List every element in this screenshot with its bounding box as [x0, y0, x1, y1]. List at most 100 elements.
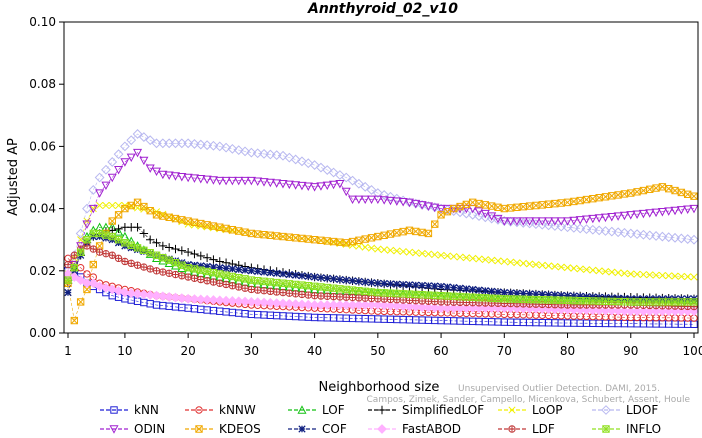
- data-point: [114, 166, 124, 175]
- data-point: [632, 210, 642, 219]
- data-point: [195, 294, 206, 305]
- data-point: [367, 244, 376, 252]
- y-axis-label: Adjusted AP: [6, 138, 21, 216]
- data-point: [279, 279, 287, 287]
- data-point: [380, 231, 388, 240]
- data-point: [570, 292, 578, 300]
- data-point: [436, 303, 446, 314]
- data-point: [171, 244, 180, 254]
- data-point: [209, 263, 218, 271]
- data-point: [208, 176, 218, 185]
- data-point: [240, 176, 250, 186]
- data-point: [355, 277, 363, 286]
- data-point: [139, 156, 149, 166]
- data-point: [581, 305, 592, 316]
- data-point: [494, 294, 502, 303]
- data-point: [431, 291, 439, 300]
- data-point: [253, 277, 262, 285]
- axes-layer: 0.00 0.02 0.04 0.06 0.08 0.10 1 10 20 30 40 50 60 70 8…: [29, 15, 702, 358]
- data-point: [563, 292, 572, 300]
- data-point: [526, 260, 534, 268]
- data-point: [532, 201, 540, 210]
- series-odin: [63, 148, 699, 282]
- data-point: [587, 305, 598, 316]
- data-point: [279, 288, 287, 297]
- data-point: [138, 289, 149, 300]
- data-point: [404, 198, 414, 208]
- y-tick-label: 0.08: [29, 77, 56, 91]
- data-point: [601, 297, 610, 305]
- data-point: [374, 279, 382, 287]
- data-point: [265, 297, 276, 308]
- data-point: [89, 245, 97, 253]
- data-point: [570, 197, 578, 206]
- data-point: [379, 196, 389, 205]
- data-point: [652, 184, 660, 192]
- data-point: [670, 232, 680, 243]
- x-tick-label: 20: [181, 344, 196, 358]
- data-point: [165, 256, 173, 264]
- data-point: [627, 189, 635, 197]
- data-point: [638, 306, 649, 317]
- data-point: [412, 281, 420, 289]
- data-point: [488, 256, 496, 264]
- data-point: [341, 300, 352, 310]
- data-point: [328, 167, 339, 178]
- data-point: [203, 267, 211, 276]
- data-point: [690, 273, 698, 281]
- data-point: [456, 202, 464, 211]
- data-point: [140, 246, 148, 254]
- data-point: [64, 288, 72, 297]
- data-point: [550, 217, 560, 226]
- data-point: [594, 305, 605, 316]
- data-point: [613, 212, 623, 221]
- data-point: [309, 160, 320, 170]
- data-point: [178, 272, 186, 280]
- data-point: [385, 191, 396, 202]
- data-point: [671, 272, 679, 280]
- data-point: [216, 279, 224, 287]
- data-point: [531, 219, 541, 230]
- data-point: [127, 259, 135, 267]
- data-point: [82, 203, 92, 214]
- data-point: [619, 211, 629, 221]
- data-point: [563, 296, 572, 305]
- data-point: [95, 229, 104, 238]
- data-point: [625, 306, 636, 317]
- data-point: [83, 270, 91, 278]
- data-point: [215, 176, 225, 186]
- data-point: [241, 284, 249, 292]
- data-point: [589, 293, 597, 301]
- data-point: [246, 176, 256, 186]
- data-point: [347, 175, 358, 186]
- data-point: [638, 209, 648, 219]
- data-point: [633, 298, 641, 306]
- data-point: [120, 158, 130, 167]
- data-point: [177, 173, 187, 182]
- data-point: [638, 229, 649, 240]
- data-point: [518, 217, 529, 228]
- data-point: [537, 217, 547, 226]
- data-point: [113, 149, 124, 160]
- data-point: [348, 293, 357, 302]
- data-point: [317, 273, 325, 282]
- data-point: [374, 288, 382, 297]
- legend-marker: [298, 425, 306, 433]
- data-point: [279, 270, 287, 278]
- data-point: [171, 270, 180, 279]
- data-point: [176, 138, 187, 149]
- data-point: [474, 207, 484, 216]
- data-point: [513, 259, 521, 267]
- legend-item-cof: COF: [288, 422, 347, 436]
- data-point: [197, 262, 205, 270]
- data-point: [342, 239, 350, 247]
- data-point: [614, 191, 622, 199]
- data-point: [645, 209, 655, 218]
- data-point: [581, 224, 592, 235]
- data-point: [96, 201, 104, 210]
- data-point: [260, 268, 268, 276]
- data-point: [405, 296, 414, 304]
- data-point: [347, 300, 358, 310]
- data-point: [309, 300, 320, 310]
